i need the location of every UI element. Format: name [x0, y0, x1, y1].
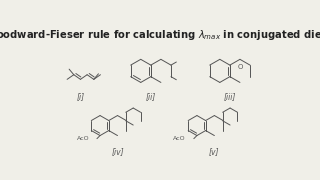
Text: AcO: AcO [76, 136, 89, 141]
Text: O: O [237, 64, 243, 70]
Text: Woodward-Fieser rule for calculating $\lambda_{max}$ in conjugated dienes: Woodward-Fieser rule for calculating $\l… [0, 28, 320, 42]
Text: [iv]: [iv] [111, 147, 124, 156]
Text: [ii]: [ii] [146, 92, 156, 101]
Text: [iii]: [iii] [224, 92, 236, 101]
Text: [i]: [i] [76, 92, 84, 101]
Text: [v]: [v] [209, 147, 220, 156]
Text: AcO: AcO [173, 136, 186, 141]
